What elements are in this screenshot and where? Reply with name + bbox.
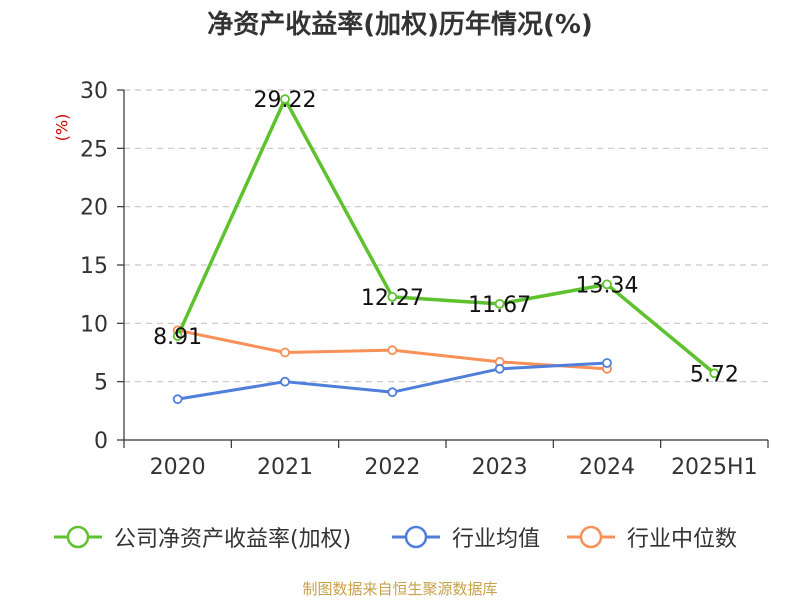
data-label: 11.67 <box>468 293 531 318</box>
y-tick-label: 30 <box>80 79 108 104</box>
legend-marker <box>66 525 90 549</box>
x-tick-label: 2022 <box>364 455 420 480</box>
legend-label: 行业中位数 <box>627 527 738 552</box>
source-footer: 制图数据来自恒生聚源数据库 <box>302 580 498 598</box>
y-tick-label: 0 <box>94 429 108 454</box>
legend-marker <box>404 525 428 549</box>
data-point <box>280 94 290 104</box>
data-point <box>494 363 505 374</box>
y-tick-label: 10 <box>80 312 108 337</box>
x-tick-label: 2025H1 <box>671 455 758 480</box>
legend-label: 公司净资产收益率(加权) <box>114 527 352 552</box>
legend-label: 行业均值 <box>452 527 541 552</box>
legend-marker <box>579 525 603 549</box>
y-tick-label: 15 <box>80 254 108 279</box>
data-label: 29.22 <box>254 88 317 113</box>
data-point <box>709 368 720 379</box>
legend-item[interactable]: 行业中位数 <box>565 517 737 557</box>
data-label: 13.34 <box>576 273 639 298</box>
data-point <box>280 376 290 387</box>
legend-swatch-icon <box>392 525 440 549</box>
y-tick-label: 5 <box>94 371 108 396</box>
data-point <box>602 358 612 368</box>
data-label: 5.72 <box>690 362 739 387</box>
x-tick-label: 2024 <box>579 455 635 480</box>
data-point <box>387 291 398 302</box>
data-point <box>494 298 505 309</box>
x-tick-label: 2023 <box>472 455 528 480</box>
data-point <box>172 394 183 405</box>
data-label: 12.27 <box>361 286 424 311</box>
data-labels: 8.91 29.22 12.27 11.67 13.34 5.72 <box>153 88 739 387</box>
data-point <box>387 345 398 356</box>
legend-swatch-icon <box>567 525 615 549</box>
series-lines <box>172 94 720 405</box>
data-point <box>387 387 398 398</box>
x-tick-label: 2021 <box>257 455 313 480</box>
y-tick-label: 20 <box>80 196 108 221</box>
data-point <box>280 347 290 358</box>
legend-item[interactable]: 行业均值 <box>390 517 540 557</box>
legend: 公司净资产收益率(加权) 行业均值 行业中位数 <box>0 517 800 557</box>
legend-item[interactable]: 公司净资产收益率(加权) <box>52 517 351 557</box>
chart-title: 净资产收益率(加权)历年情况(%) <box>207 10 593 40</box>
axes: 0 5 10 15 20 25 30 2020 2021 2022 2023 2024 2025H1 <box>80 79 769 480</box>
legend-swatch-icon <box>54 525 102 549</box>
data-point <box>602 279 612 290</box>
y-tick-label: 25 <box>80 137 108 162</box>
series-line-0 <box>176 97 716 375</box>
data-point <box>172 331 183 341</box>
x-tick-label: 2020 <box>150 455 206 480</box>
data-label: 8.91 <box>153 325 202 350</box>
